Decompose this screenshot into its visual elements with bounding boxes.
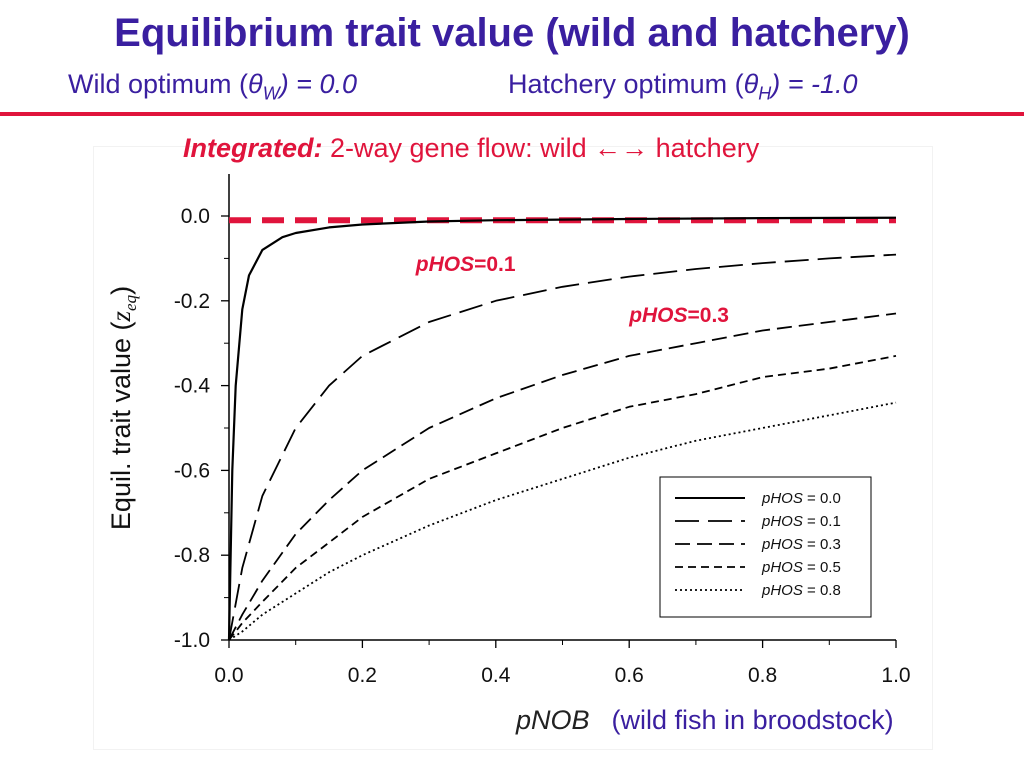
series-line	[228, 312, 897, 641]
x-axis-variable: pNOB	[516, 705, 590, 735]
chart-series	[227, 216, 897, 641]
x-tick-label: 0.2	[348, 664, 377, 687]
legend-label: pHOS = 0.0	[761, 490, 841, 507]
y-tick-label: -0.6	[174, 459, 210, 482]
x-tick-label: 0.6	[615, 664, 644, 687]
wild-optimum-label: Wild optimum (θW) = 0.0	[68, 69, 357, 104]
x-tick-label: 1.0	[881, 664, 910, 687]
x-tick-label: 0.0	[214, 664, 243, 687]
y-tick-label: -0.2	[174, 290, 210, 313]
x-tick-label: 0.4	[481, 664, 511, 687]
y-axis-label: Equil. trait value (zeq)	[106, 286, 140, 530]
legend-label: pHOS = 0.1	[761, 513, 841, 530]
x-axis-description: (wild fish in broodstock)	[611, 705, 894, 735]
y-axis-title: Equil. trait value (zeq)	[106, 286, 140, 530]
x-axis-caption: pNOB (wild fish in broodstock)	[516, 705, 894, 736]
series-annotation: pHOS=0.1	[415, 253, 516, 276]
series-annotation: pHOS=0.3	[628, 304, 729, 327]
legend-label: pHOS = 0.3	[761, 536, 841, 553]
legend-box	[659, 476, 872, 618]
chart-axes: 0.0 0.2 0.4 0.6 0.8 1.0 0.0 -0.2 -0.4 -0.6 -0.8 -1.…	[174, 174, 911, 687]
y-tick-label: -0.4	[174, 375, 211, 398]
chart-annotations: pHOS=0.1 pHOS=0.3	[415, 253, 729, 327]
legend-label: pHOS = 0.8	[761, 582, 841, 599]
series-line	[227, 216, 897, 641]
chart-legend: pHOS = 0.0 pHOS = 0.1 pHOS = 0.3 pHOS = 0.5…	[659, 476, 872, 618]
legend-label: pHOS = 0.5	[761, 559, 841, 576]
y-tick-label: -0.8	[174, 544, 210, 567]
hatchery-optimum-label: Hatchery optimum (θH) = -1.0	[508, 69, 858, 104]
integrated-header: Integrated: 2-way gene flow: wild ←→ hat…	[183, 133, 760, 163]
y-tick-label: -1.0	[174, 629, 210, 652]
slide-title: Equilibrium trait value (wild and hatche…	[114, 11, 910, 55]
series-line	[228, 253, 897, 641]
series-line	[228, 355, 897, 641]
y-tick-label: 0.0	[181, 205, 210, 228]
title-divider	[0, 112, 1024, 116]
x-tick-label: 0.8	[748, 664, 777, 687]
